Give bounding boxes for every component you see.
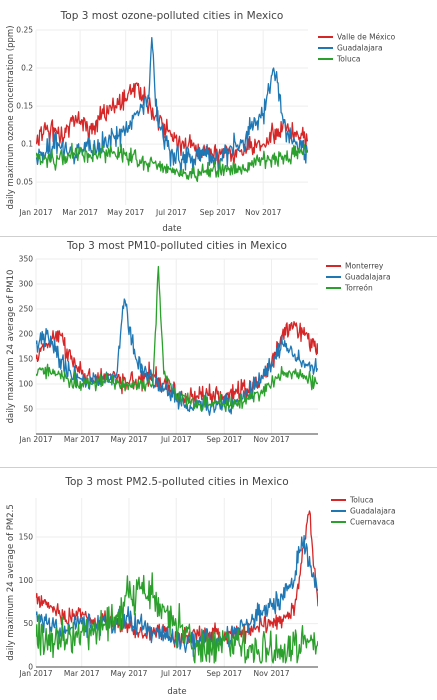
x-tick-label: Nov 2017 bbox=[245, 208, 281, 217]
legend-label: Valle de México bbox=[337, 33, 396, 42]
y-tick-label: 0.1 bbox=[21, 140, 33, 149]
legend-label: Toluca bbox=[336, 55, 360, 64]
chart-title: Top 3 most PM2.5-polluted cities in Mexi… bbox=[64, 476, 288, 488]
x-tick-label: Nov 2017 bbox=[253, 435, 289, 444]
x-tick-label: Jul 2017 bbox=[160, 669, 192, 678]
x-tick-label: Nov 2017 bbox=[253, 669, 289, 678]
x-tick-label: Sep 2017 bbox=[200, 208, 236, 217]
y-tick-label: 0.2 bbox=[21, 64, 33, 73]
legend-label: Guadalajara bbox=[345, 273, 391, 282]
y-axis-label: daily maximum 24 average of PM2.5 bbox=[6, 504, 16, 660]
y-tick-label: 150 bbox=[19, 355, 34, 364]
legend-label: Torreón bbox=[344, 284, 373, 293]
legend-label: Toluca bbox=[349, 496, 373, 505]
legend-label: Monterrey bbox=[345, 262, 384, 271]
y-tick-label: 300 bbox=[19, 280, 34, 289]
y-tick-label: 0.05 bbox=[16, 178, 33, 187]
y-tick-label: 50 bbox=[23, 405, 33, 414]
y-tick-label: 100 bbox=[19, 576, 34, 585]
x-tick-label: Sep 2017 bbox=[206, 669, 242, 678]
ozone-chart: Top 3 most ozone-polluted cities in Mexi… bbox=[6, 10, 396, 234]
series-line bbox=[36, 82, 308, 166]
y-tick-label: 150 bbox=[19, 533, 34, 542]
x-tick-label: May 2017 bbox=[110, 435, 147, 444]
x-axis-label: date bbox=[162, 224, 181, 234]
x-tick-label: Sep 2017 bbox=[206, 435, 242, 444]
x-tick-label: Mar 2017 bbox=[64, 435, 100, 444]
x-tick-label: Jan 2017 bbox=[18, 435, 52, 444]
legend-label: Guadalajara bbox=[337, 44, 383, 53]
x-axis-label: date bbox=[167, 687, 186, 697]
series-line bbox=[36, 298, 318, 416]
y-tick-label: 0.15 bbox=[16, 102, 33, 111]
series-line bbox=[36, 142, 308, 183]
x-tick-label: May 2017 bbox=[107, 208, 144, 217]
x-tick-label: Jan 2017 bbox=[18, 208, 52, 217]
y-tick-label: 250 bbox=[19, 305, 34, 314]
series-line bbox=[36, 572, 318, 664]
pm25-chart: Top 3 most PM2.5-polluted cities in Mexi… bbox=[6, 476, 396, 697]
chart-title: Top 3 most ozone-polluted cities in Mexi… bbox=[60, 10, 284, 22]
y-axis-label: daily maximum ozone concentration (ppm) bbox=[6, 25, 16, 209]
x-tick-label: Mar 2017 bbox=[64, 669, 100, 678]
x-tick-label: Jul 2017 bbox=[160, 435, 192, 444]
divider-2 bbox=[0, 467, 437, 468]
legend-label: Cuernavaca bbox=[350, 518, 395, 527]
y-tick-label: 50 bbox=[23, 619, 33, 628]
y-tick-label: 350 bbox=[19, 255, 34, 264]
x-tick-label: Jul 2017 bbox=[155, 208, 187, 217]
y-axis-label: daily maximum 24 average of PM10 bbox=[6, 270, 16, 424]
y-tick-label: 0.25 bbox=[16, 26, 33, 35]
legend-label: Guadalajara bbox=[350, 507, 396, 516]
x-tick-label: Jan 2017 bbox=[18, 669, 52, 678]
y-tick-label: 0 bbox=[28, 663, 33, 672]
y-tick-label: 100 bbox=[19, 380, 34, 389]
series-line bbox=[36, 265, 318, 413]
x-tick-label: Mar 2017 bbox=[62, 208, 98, 217]
y-tick-label: 200 bbox=[19, 330, 34, 339]
x-tick-label: May 2017 bbox=[110, 669, 147, 678]
chart-title: Top 3 most PM10-polluted cities in Mexic… bbox=[66, 240, 287, 252]
pm10-chart: Top 3 most PM10-polluted cities in Mexic… bbox=[6, 240, 391, 444]
divider-1 bbox=[0, 236, 437, 237]
